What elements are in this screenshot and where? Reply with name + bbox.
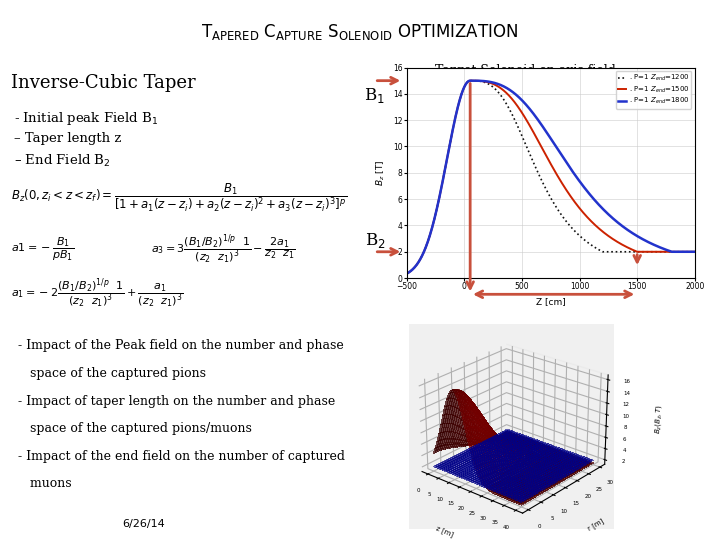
. P=1 $Z_{end}$=1800 xyxy=(543,130,552,136)
. P=1 $Z_{end}$=1800 xyxy=(690,248,699,255)
Y-axis label: r [m]: r [m] xyxy=(586,518,605,532)
Text: HAVEN: HAVEN xyxy=(685,508,707,513)
Text: - Impact of the Peak field on the number and phase: - Impact of the Peak field on the number… xyxy=(18,340,343,353)
. P=1 $Z_{end}$=1200 xyxy=(417,254,426,260)
Text: $\mathsf{T}_\mathsf{APERED}\ \mathsf{C}_\mathsf{APTURE}\ \mathsf{S}_\mathsf{OLEN: $\mathsf{T}_\mathsf{APERED}\ \mathsf{C}_… xyxy=(202,22,518,43)
. P=1 $Z_{end}$=1800 xyxy=(683,248,691,255)
Text: $a1=-\dfrac{B_1}{pB_1}$: $a1=-\dfrac{B_1}{pB_1}$ xyxy=(11,235,74,263)
. P=1 $Z_{end}$=1800 xyxy=(402,271,411,277)
. P=1 $Z_{end}$=1500 xyxy=(683,248,691,255)
. P=1 $Z_{end}$=1800 xyxy=(466,77,474,84)
. P=1 $Z_{end}$=1200 xyxy=(466,77,474,84)
. P=1 $Z_{end}$=1500 xyxy=(690,248,699,255)
. P=1 $Z_{end}$=1500 xyxy=(466,77,474,84)
Legend: . P=1 $Z_{end}$=1200, . P=1 $Z_{end}$=1500, . P=1 $Z_{end}$=1800: . P=1 $Z_{end}$=1200, . P=1 $Z_{end}$=15… xyxy=(616,71,691,109)
. P=1 $Z_{end}$=1800 xyxy=(682,248,690,255)
Text: – End Field B$_2$: – End Field B$_2$ xyxy=(14,153,111,170)
. P=1 $Z_{end}$=1200 xyxy=(535,172,544,179)
Text: $B_z(0,z_i<z<z_f)=\dfrac{B_1}{[1+a_1(z-z_i)+a_2(z-z_i)^2+a_3(z-z_i)^3]^p}$: $B_z(0,z_i<z<z_f)=\dfrac{B_1}{[1+a_1(z-z… xyxy=(11,183,347,214)
Text: Target Solenoid on axis field: Target Solenoid on axis field xyxy=(435,64,616,77)
Text: – Taper length z: – Taper length z xyxy=(14,132,122,145)
. P=1 $Z_{end}$=1800 xyxy=(629,231,638,237)
Text: Taper Length z$_1$-z$_2$: Taper Length z$_1$-z$_2$ xyxy=(487,325,614,342)
Text: - Initial peak Field B$_1$: - Initial peak Field B$_1$ xyxy=(14,110,158,127)
. P=1 $Z_{end}$=1500 xyxy=(535,140,544,146)
Text: $a_3=3\dfrac{(B_1/B_2)^{1/p}\ \ 1}{(z_2\ \ z_1)^3}-\dfrac{2a_1}{z_2\ \ z_1}$: $a_3=3\dfrac{(B_1/B_2)^{1/p}\ \ 1}{(z_2\… xyxy=(151,232,296,266)
. P=1 $Z_{end}$=1500 xyxy=(543,154,552,160)
Y-axis label: $B_z$ [T]: $B_z$ [T] xyxy=(375,160,387,186)
Text: muons: muons xyxy=(18,477,71,490)
Line: . P=1 $Z_{end}$=1200: . P=1 $Z_{end}$=1200 xyxy=(407,80,695,274)
Line: . P=1 $Z_{end}$=1800: . P=1 $Z_{end}$=1800 xyxy=(407,80,695,274)
. P=1 $Z_{end}$=1500 xyxy=(417,254,426,260)
Text: 6/26/14: 6/26/14 xyxy=(122,519,166,529)
. P=1 $Z_{end}$=1500 xyxy=(629,247,638,254)
Text: NAT'L LAB: NAT'L LAB xyxy=(684,518,708,524)
Text: - Impact of the end field on the number of captured: - Impact of the end field on the number … xyxy=(18,450,345,463)
Text: space of the captured pions: space of the captured pions xyxy=(18,367,206,380)
Line: . P=1 $Z_{end}$=1500: . P=1 $Z_{end}$=1500 xyxy=(407,80,695,274)
. P=1 $Z_{end}$=1800 xyxy=(535,118,544,125)
X-axis label: Z [cm]: Z [cm] xyxy=(536,297,566,306)
Text: BROOK-: BROOK- xyxy=(685,494,708,500)
. P=1 $Z_{end}$=1200 xyxy=(402,271,411,277)
. P=1 $Z_{end}$=1200 xyxy=(629,248,638,255)
Text: B$_1$: B$_1$ xyxy=(364,86,385,105)
. P=1 $Z_{end}$=1200 xyxy=(682,248,690,255)
. P=1 $Z_{end}$=1200 xyxy=(683,248,691,255)
Text: space of the captured pions/muons: space of the captured pions/muons xyxy=(18,422,252,435)
. P=1 $Z_{end}$=1800 xyxy=(417,254,426,260)
Text: $a_1=-2\dfrac{(B_1/B_2)^{1/p}\ \ 1}{(z_2\ \ z_1)^3}+\dfrac{a_1}{(z_2\ \ z_1)^3}$: $a_1=-2\dfrac{(B_1/B_2)^{1/p}\ \ 1}{(z_2… xyxy=(11,276,183,310)
Text: - Impact of taper length on the number and phase: - Impact of taper length on the number a… xyxy=(18,395,336,408)
. P=1 $Z_{end}$=1200 xyxy=(690,248,699,255)
Text: Inverse-Cubic Taper: Inverse-Cubic Taper xyxy=(11,73,195,92)
. P=1 $Z_{end}$=1200 xyxy=(543,188,552,194)
. P=1 $Z_{end}$=1500 xyxy=(402,271,411,277)
Text: B$_2$: B$_2$ xyxy=(364,231,385,250)
X-axis label: z [m]: z [m] xyxy=(435,525,454,538)
. P=1 $Z_{end}$=1500 xyxy=(682,248,690,255)
